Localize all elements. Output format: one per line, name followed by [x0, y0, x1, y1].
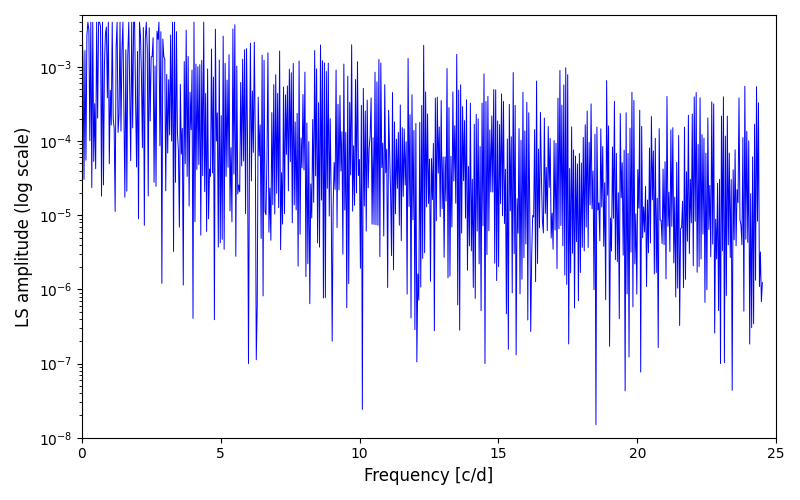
- X-axis label: Frequency [c/d]: Frequency [c/d]: [364, 467, 494, 485]
- Y-axis label: LS amplitude (log scale): LS amplitude (log scale): [15, 126, 33, 326]
